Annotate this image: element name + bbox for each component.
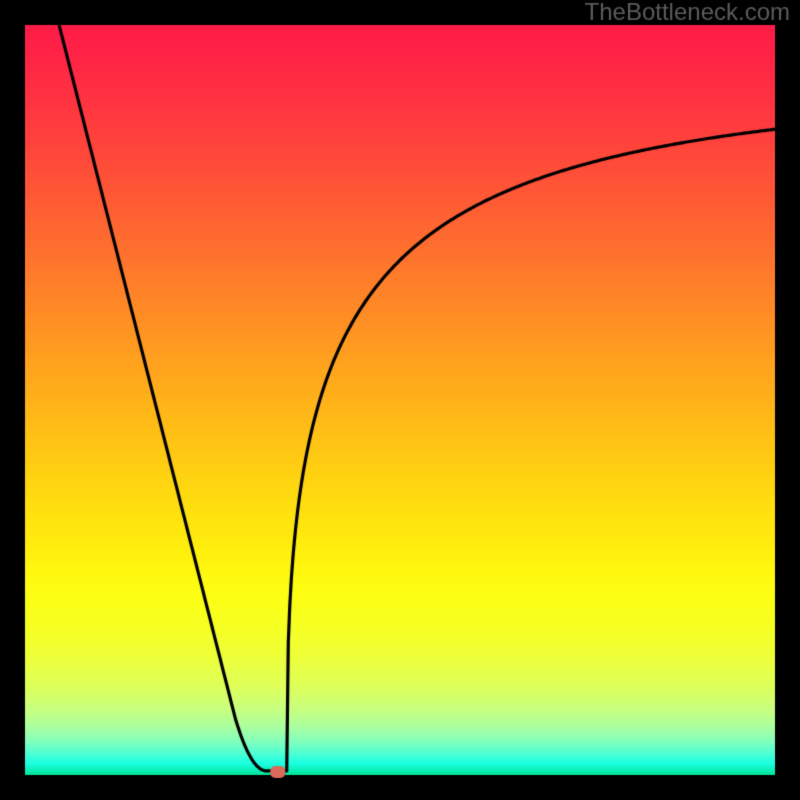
bottleneck-chart: [0, 0, 800, 800]
